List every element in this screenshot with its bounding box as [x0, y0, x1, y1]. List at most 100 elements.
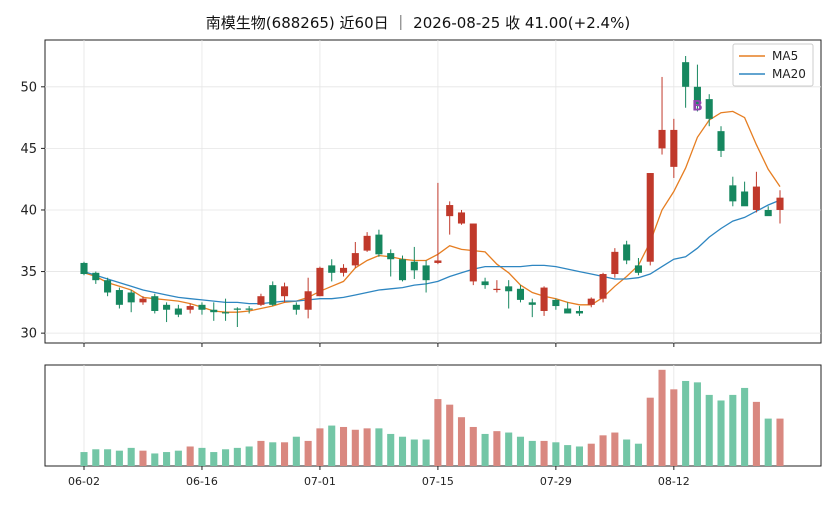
y-tick-label: 50 [20, 80, 37, 95]
legend-box [732, 43, 814, 87]
candle-body [469, 223, 477, 282]
candle-body [151, 296, 159, 311]
candle-body [398, 259, 407, 281]
date-axis-ticks: 06-02 06-16 07-01 07-15 07-29 08-12 [68, 343, 690, 488]
volume-bar [398, 436, 407, 466]
volume-bar [717, 400, 725, 466]
candle-body [528, 302, 536, 305]
volume-bar [163, 452, 171, 466]
candle-body [481, 281, 489, 286]
volume-bar [564, 445, 572, 466]
candle-body [552, 299, 560, 307]
candle-body [339, 267, 348, 273]
volume-bar [174, 450, 182, 466]
candle-body [446, 205, 454, 217]
volume-bar [446, 404, 454, 466]
volume-bar [245, 446, 253, 466]
volume-bar [339, 426, 348, 466]
candle-body [752, 186, 760, 210]
volume-bar [316, 428, 324, 466]
volume-bar [540, 440, 548, 466]
volume-bar [587, 443, 595, 466]
volume-bar [693, 382, 701, 466]
volume-bar [457, 417, 466, 466]
volume-bar [729, 394, 737, 466]
volume-bar [92, 449, 100, 466]
volume-bar [599, 435, 607, 466]
candle-body [186, 306, 194, 310]
volume-bar [292, 436, 300, 466]
candle-body [634, 265, 642, 273]
volume-bar [210, 452, 218, 466]
volume-bar [222, 449, 230, 466]
candle-body [611, 251, 619, 275]
candle-body [434, 260, 442, 263]
candle-body [540, 287, 548, 311]
volume-bar [481, 433, 489, 466]
candle-body [516, 288, 525, 300]
volume-bar [528, 440, 536, 466]
volume-bar [623, 439, 631, 466]
candle-body [316, 267, 324, 297]
candle-body [375, 234, 383, 255]
y-tick-label: 40 [20, 203, 37, 218]
volume-bar [281, 442, 289, 466]
candle-body [210, 309, 218, 313]
candle-body [599, 274, 607, 299]
candle-body [422, 265, 430, 281]
candle-body [387, 253, 395, 260]
y-tick-label: 35 [20, 265, 37, 280]
candle-body [575, 310, 583, 314]
candle-body [457, 212, 466, 224]
volume-bar [634, 443, 642, 466]
price-grid [45, 40, 821, 343]
candle-body [493, 288, 501, 291]
x-tick-label: 07-01 [304, 475, 336, 488]
candle-body [363, 235, 371, 251]
volume-bar [776, 418, 784, 466]
chart-title: 南模生物(688265) 近60日 ｜ 2026-08-25 收 41.00(+… [206, 14, 630, 32]
x-tick-label: 08-12 [658, 475, 690, 488]
volume-bar [151, 453, 159, 466]
volume-bar [422, 439, 430, 466]
volume-panel-frame [44, 364, 822, 467]
candle-body [741, 191, 749, 207]
price-panel-frame [44, 39, 822, 344]
volume-bar [304, 440, 312, 466]
candle-body [505, 286, 513, 292]
volume-bar [682, 380, 690, 466]
candle-body [682, 62, 690, 87]
volume-bar [752, 401, 760, 466]
candle-body [587, 298, 595, 305]
volume-bar [658, 369, 666, 466]
candle-body [198, 304, 206, 310]
candle-body [658, 129, 666, 149]
volume-bar [104, 449, 112, 466]
candlestick-series [80, 56, 784, 327]
volume-bar [670, 389, 678, 466]
candle-body [233, 308, 241, 310]
candle-body [351, 253, 359, 266]
x-tick-label: 07-29 [540, 475, 572, 488]
volume-bar [705, 394, 713, 466]
candle-body [163, 304, 171, 310]
volume-bar [139, 450, 147, 466]
y-tick-label: 30 [20, 327, 37, 342]
volume-bar [469, 426, 477, 466]
volume-bar [741, 387, 749, 466]
candle-body [115, 290, 123, 305]
y-tick-label: 45 [20, 142, 37, 157]
candle-body [623, 244, 631, 261]
volume-bar [505, 432, 513, 466]
candle-body [729, 185, 737, 202]
volume-bar [552, 442, 560, 466]
candle-body [269, 285, 277, 305]
volume-bar [198, 447, 206, 466]
volume-bar [375, 428, 383, 466]
x-tick-label: 07-15 [422, 475, 454, 488]
volume-bar [575, 446, 583, 466]
volume-bar [233, 447, 241, 466]
volume-bar [516, 436, 525, 466]
candle-body [292, 304, 300, 310]
candle-body [564, 308, 572, 314]
